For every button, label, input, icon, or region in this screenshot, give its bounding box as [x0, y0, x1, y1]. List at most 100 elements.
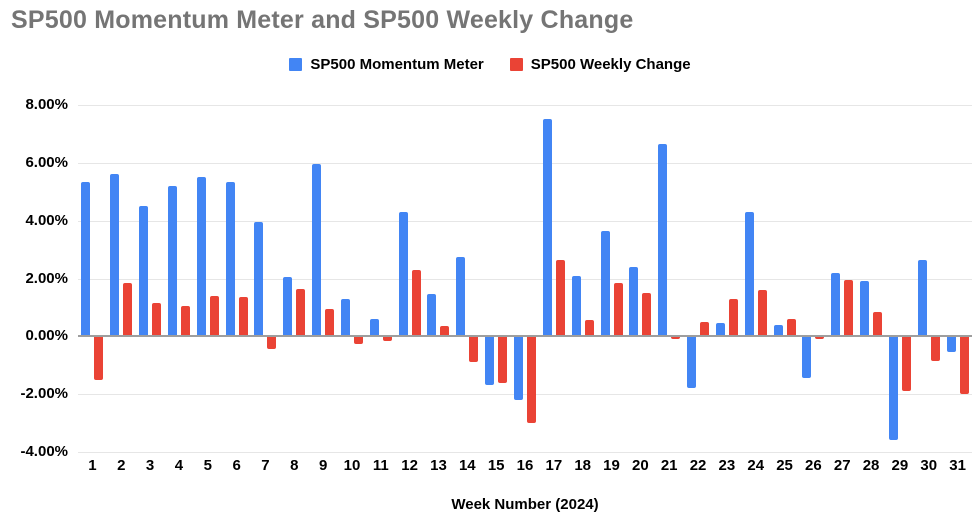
x-axis-tick-label: 5 — [203, 457, 212, 474]
momentum-bar-week-9[interactable] — [312, 164, 322, 337]
zero-axis-line — [78, 335, 972, 338]
momentum-bar-week-5[interactable] — [196, 177, 206, 337]
gridline — [78, 394, 972, 396]
x-axis-tick-label: 25 — [776, 457, 793, 474]
weekly-bar-week-7[interactable] — [267, 336, 277, 350]
x-axis-tick-label: 31 — [949, 457, 966, 474]
x-axis-tick-label: 12 — [401, 457, 418, 474]
momentum-bar-week-29[interactable] — [888, 336, 898, 441]
weekly-bar-week-24[interactable] — [757, 290, 767, 337]
weekly-bar-week-25[interactable] — [786, 318, 796, 337]
weekly-bar-week-2[interactable] — [123, 282, 133, 337]
weekly-bar-week-31[interactable] — [959, 336, 969, 395]
x-axis-tick-label: 22 — [689, 457, 707, 474]
y-axis-tick-label: 4.00% — [25, 211, 68, 229]
x-axis-tick-label: 8 — [290, 457, 299, 474]
momentum-swatch-icon — [289, 58, 303, 71]
gridline — [78, 278, 972, 280]
y-axis-tick-label: -2.00% — [20, 385, 68, 403]
momentum-bar-week-28[interactable] — [860, 281, 870, 337]
weekly-bar-week-30[interactable] — [930, 336, 940, 361]
x-axis-tick-label: 14 — [458, 457, 476, 474]
weekly-bar-week-28[interactable] — [873, 311, 883, 337]
weekly-bar-week-26[interactable] — [815, 336, 825, 340]
x-axis-tick-label: 27 — [833, 457, 851, 474]
y-axis-tick-label: 0.00% — [25, 327, 68, 345]
momentum-bar-week-3[interactable] — [139, 206, 149, 337]
x-axis-tick-label: 9 — [318, 457, 328, 474]
weekly-bar-week-19[interactable] — [613, 282, 623, 337]
momentum-bar-week-16[interactable] — [514, 336, 523, 400]
momentum-bar-week-6[interactable] — [225, 181, 235, 337]
momentum-bar-week-22[interactable] — [687, 336, 697, 389]
weekly-bar-week-23[interactable] — [728, 298, 738, 337]
weekly-bar-week-27[interactable] — [844, 279, 854, 337]
weekly-bar-week-5[interactable] — [209, 295, 219, 337]
momentum-bar-week-1[interactable] — [81, 181, 91, 337]
momentum-bar-week-27[interactable] — [831, 272, 841, 337]
legend-item-momentum[interactable]: SP500 Momentum Meter — [289, 56, 484, 73]
x-axis-tick-label: 19 — [603, 457, 620, 474]
momentum-bar-week-14[interactable] — [456, 256, 466, 337]
weekly-bar-week-17[interactable] — [555, 259, 565, 337]
weekly-bar-week-1[interactable] — [94, 336, 104, 380]
weekly-bar-week-14[interactable] — [469, 336, 479, 363]
momentum-bar-week-26[interactable] — [802, 336, 812, 379]
weekly-bar-week-11[interactable] — [382, 336, 392, 341]
x-axis-tick-label: 28 — [862, 457, 880, 474]
weekly-bar-week-13[interactable] — [440, 326, 450, 337]
y-axis-tick-label: 8.00% — [25, 96, 68, 113]
momentum-bar-week-17[interactable] — [542, 119, 552, 337]
momentum-bar-week-10[interactable] — [340, 298, 350, 337]
weekly-bar-week-18[interactable] — [584, 320, 594, 337]
y-axis-tick-label: 2.00% — [25, 269, 68, 287]
momentum-bar-week-7[interactable] — [254, 222, 264, 337]
x-axis-tick-label: 18 — [574, 457, 592, 474]
momentum-bar-week-20[interactable] — [629, 266, 639, 337]
momentum-bar-week-2[interactable] — [110, 174, 120, 337]
weekly-bar-week-4[interactable] — [180, 305, 190, 337]
x-axis-tick-label: 23 — [718, 457, 736, 474]
weekly-bar-week-10[interactable] — [353, 336, 363, 344]
momentum-bar-week-8[interactable] — [283, 277, 293, 337]
momentum-bar-week-30[interactable] — [917, 259, 927, 337]
momentum-bar-week-24[interactable] — [744, 211, 754, 337]
momentum-bar-week-15[interactable] — [485, 336, 495, 386]
momentum-bar-week-11[interactable] — [369, 318, 379, 337]
x-axis-tick-label: 15 — [487, 457, 505, 474]
momentum-bar-week-31[interactable] — [946, 336, 956, 353]
x-axis-tick-label: 20 — [632, 457, 649, 474]
x-axis-tick-label: 21 — [660, 457, 678, 474]
legend-item-weekly[interactable]: SP500 Weekly Change — [509, 56, 691, 73]
momentum-bar-week-13[interactable] — [427, 294, 437, 337]
x-axis-tick-label: 16 — [516, 457, 534, 474]
chart-title: SP500 Momentum Meter and SP500 Weekly Ch… — [11, 6, 634, 34]
weekly-bar-week-20[interactable] — [642, 292, 652, 337]
gridline — [78, 220, 972, 222]
weekly-bar-week-29[interactable] — [901, 336, 911, 392]
x-axis-tick-label: 1 — [88, 457, 97, 474]
x-axis-tick-label: 7 — [261, 457, 270, 474]
x-axis-tick-label: 6 — [232, 457, 241, 474]
weekly-bar-week-16[interactable] — [527, 336, 536, 424]
x-axis-tick-label: 13 — [430, 457, 447, 474]
momentum-bar-week-12[interactable] — [398, 211, 408, 337]
weekly-bar-week-3[interactable] — [152, 303, 162, 337]
weekly-bar-week-15[interactable] — [498, 336, 508, 383]
x-axis-tick-label: 2 — [117, 457, 126, 474]
weekly-bar-week-8[interactable] — [296, 288, 306, 337]
momentum-bar-week-4[interactable] — [167, 185, 177, 337]
weekly-bar-week-12[interactable] — [411, 269, 421, 337]
gridline — [78, 162, 972, 164]
momentum-bar-week-23[interactable] — [715, 323, 725, 337]
momentum-bar-week-21[interactable] — [658, 144, 668, 337]
momentum-bar-week-25[interactable] — [773, 324, 783, 337]
x-axis-tick-label: 24 — [747, 457, 765, 474]
weekly-bar-week-6[interactable] — [238, 297, 248, 337]
x-axis-tick-label: 3 — [145, 457, 155, 474]
weekly-bar-week-9[interactable] — [325, 308, 335, 337]
weekly-bar-week-22[interactable] — [700, 321, 710, 337]
momentum-bar-week-18[interactable] — [571, 275, 581, 337]
momentum-bar-week-19[interactable] — [600, 230, 610, 337]
weekly-bar-week-21[interactable] — [671, 336, 681, 340]
